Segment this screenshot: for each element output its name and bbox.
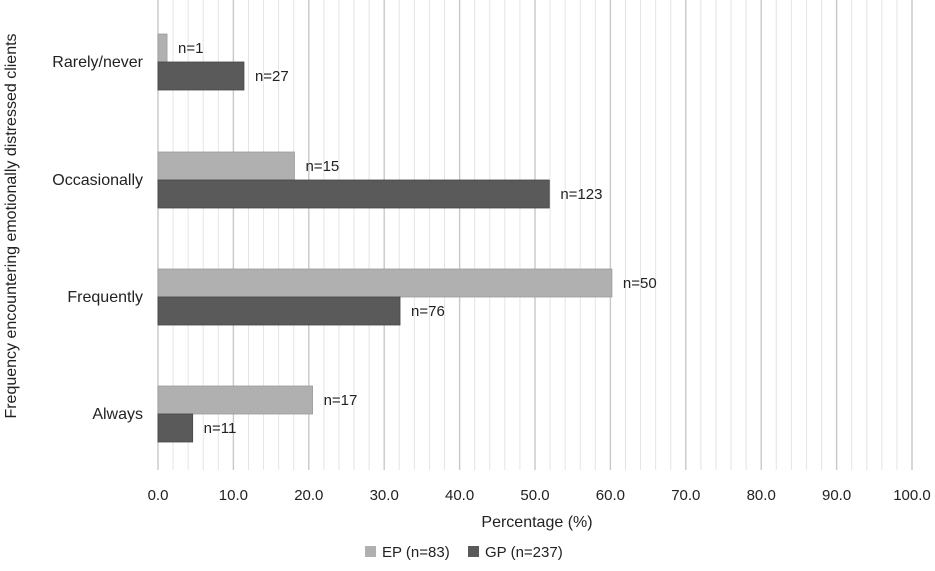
data-label: n=11 [204,420,237,437]
category-label: Rarely/never [52,54,143,71]
category-label: Occasionally [52,172,143,189]
legend-swatch-ep [365,546,376,557]
bar-gp [157,179,550,209]
x-tick-label: 100.0 [893,487,931,504]
bar-gp [157,413,194,443]
y-axis-categories: Rarely/never Occasionally Frequently Always [52,54,143,423]
x-tick-label: 0.0 [148,487,169,504]
x-axis-title: Percentage (%) [481,514,592,531]
legend-swatch-gp [468,546,479,557]
bar-ep [157,385,313,415]
x-tick-label: 20.0 [294,487,323,504]
x-tick-label: 50.0 [520,487,549,504]
bars: n=1 n=27 n=15 n=123 n=50 n=76 n=17 n=11 [157,33,657,443]
data-label: n=50 [623,275,657,292]
x-tick-label: 10.0 [219,487,248,504]
bar-ep [157,33,168,63]
x-axis-ticks: 0.0 10.0 20.0 30.0 40.0 50.0 60.0 70.0 80.0 90.0 1… [148,487,931,504]
data-label: n=17 [324,392,358,409]
data-label: n=123 [560,186,602,203]
y-axis-title: Frequency encountering emotionally distr… [3,33,20,418]
bar-ep [157,151,295,181]
bar-gp [157,296,401,326]
data-label: n=76 [411,303,445,320]
gridlines [157,0,913,470]
x-tick-label: 70.0 [671,487,700,504]
x-tick-label: 60.0 [596,487,625,504]
data-label: n=15 [305,158,339,175]
legend-label-ep: EP (n=83) [382,544,450,561]
legend: EP (n=83) GP (n=237) [365,544,563,561]
category-label: Frequently [67,289,143,306]
category-label: Always [92,406,143,423]
data-label: n=1 [178,40,203,57]
bar-ep [157,268,613,298]
x-tick-label: 40.0 [445,487,474,504]
x-tick-label: 80.0 [747,487,776,504]
bar-gp [157,61,245,91]
data-label: n=27 [255,68,289,85]
x-tick-label: 30.0 [370,487,399,504]
x-tick-label: 90.0 [822,487,851,504]
legend-label-gp: GP (n=237) [485,544,563,561]
